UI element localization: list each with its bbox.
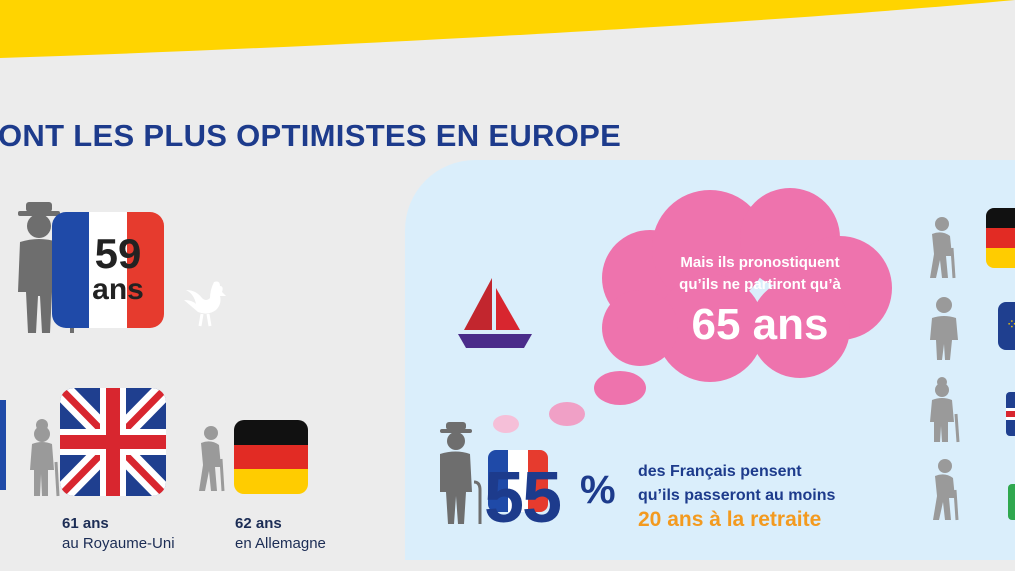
- cloud-text: Mais ils pronostiquent qu’ils ne partiro…: [640, 252, 880, 296]
- germany-flag-right: [986, 208, 1015, 268]
- thought-cloud: [493, 188, 892, 433]
- uk-age: 61 ans: [62, 515, 109, 532]
- section-heading: ONT LES PLUS OPTIMISTES EN EUROPE: [0, 118, 622, 153]
- stat-text: des Français pensent qu’ils passeront au…: [638, 460, 835, 508]
- eu-flag-right: ⁘: [998, 302, 1015, 350]
- percentage-sign: %: [580, 468, 616, 512]
- top-banner: [0, 0, 1015, 58]
- france-age-unit: ans: [92, 273, 144, 306]
- elderly-man-icon-small: [440, 422, 482, 524]
- partial-flag: [0, 400, 6, 490]
- cloud-big-number: 65 ans: [691, 300, 829, 349]
- percentage-number: 55: [484, 458, 562, 538]
- france-flag-small: [488, 450, 548, 512]
- france-flag: [52, 212, 164, 328]
- elderly-woman-icon: [30, 419, 60, 497]
- stat-line-1: des Français pensent: [638, 463, 802, 480]
- elderly-person-cane-icon-right-4: [933, 459, 959, 521]
- uk-caption: 61 ans au Royaume-Uni: [62, 514, 175, 554]
- germany-caption: 62 ans en Allemagne: [235, 514, 326, 554]
- elderly-woman-icon-right-3: [930, 377, 960, 443]
- stat-highlight: 20 ans à la retraite: [638, 508, 822, 531]
- sailboat-icon: [458, 278, 532, 348]
- uk-flag: [60, 388, 166, 496]
- cloud-line-2: qu’ils ne partiront qu’à: [679, 276, 841, 293]
- elderly-person-cane-icon-right-1: [930, 217, 956, 279]
- uk-country: au Royaume-Uni: [62, 535, 175, 552]
- stat-line-2: qu’ils passeront au moins: [638, 487, 836, 504]
- elderly-person-cane-icon: [199, 426, 225, 492]
- elderly-man-icon: [18, 202, 74, 333]
- germany-flag: [234, 420, 308, 494]
- france-age-number: 59: [94, 230, 142, 277]
- elderly-man-icon-right-2: [930, 297, 958, 360]
- germany-age: 62 ans: [235, 515, 282, 532]
- uk-flag-right-partial: [1006, 392, 1015, 436]
- germany-country: en Allemagne: [235, 535, 326, 552]
- eu-stars-icon: ⁘: [1006, 316, 1015, 333]
- green-flag-right-partial: [1008, 484, 1015, 520]
- rooster-icon: [184, 281, 226, 327]
- cloud-line-1: Mais ils pronostiquent: [680, 254, 840, 271]
